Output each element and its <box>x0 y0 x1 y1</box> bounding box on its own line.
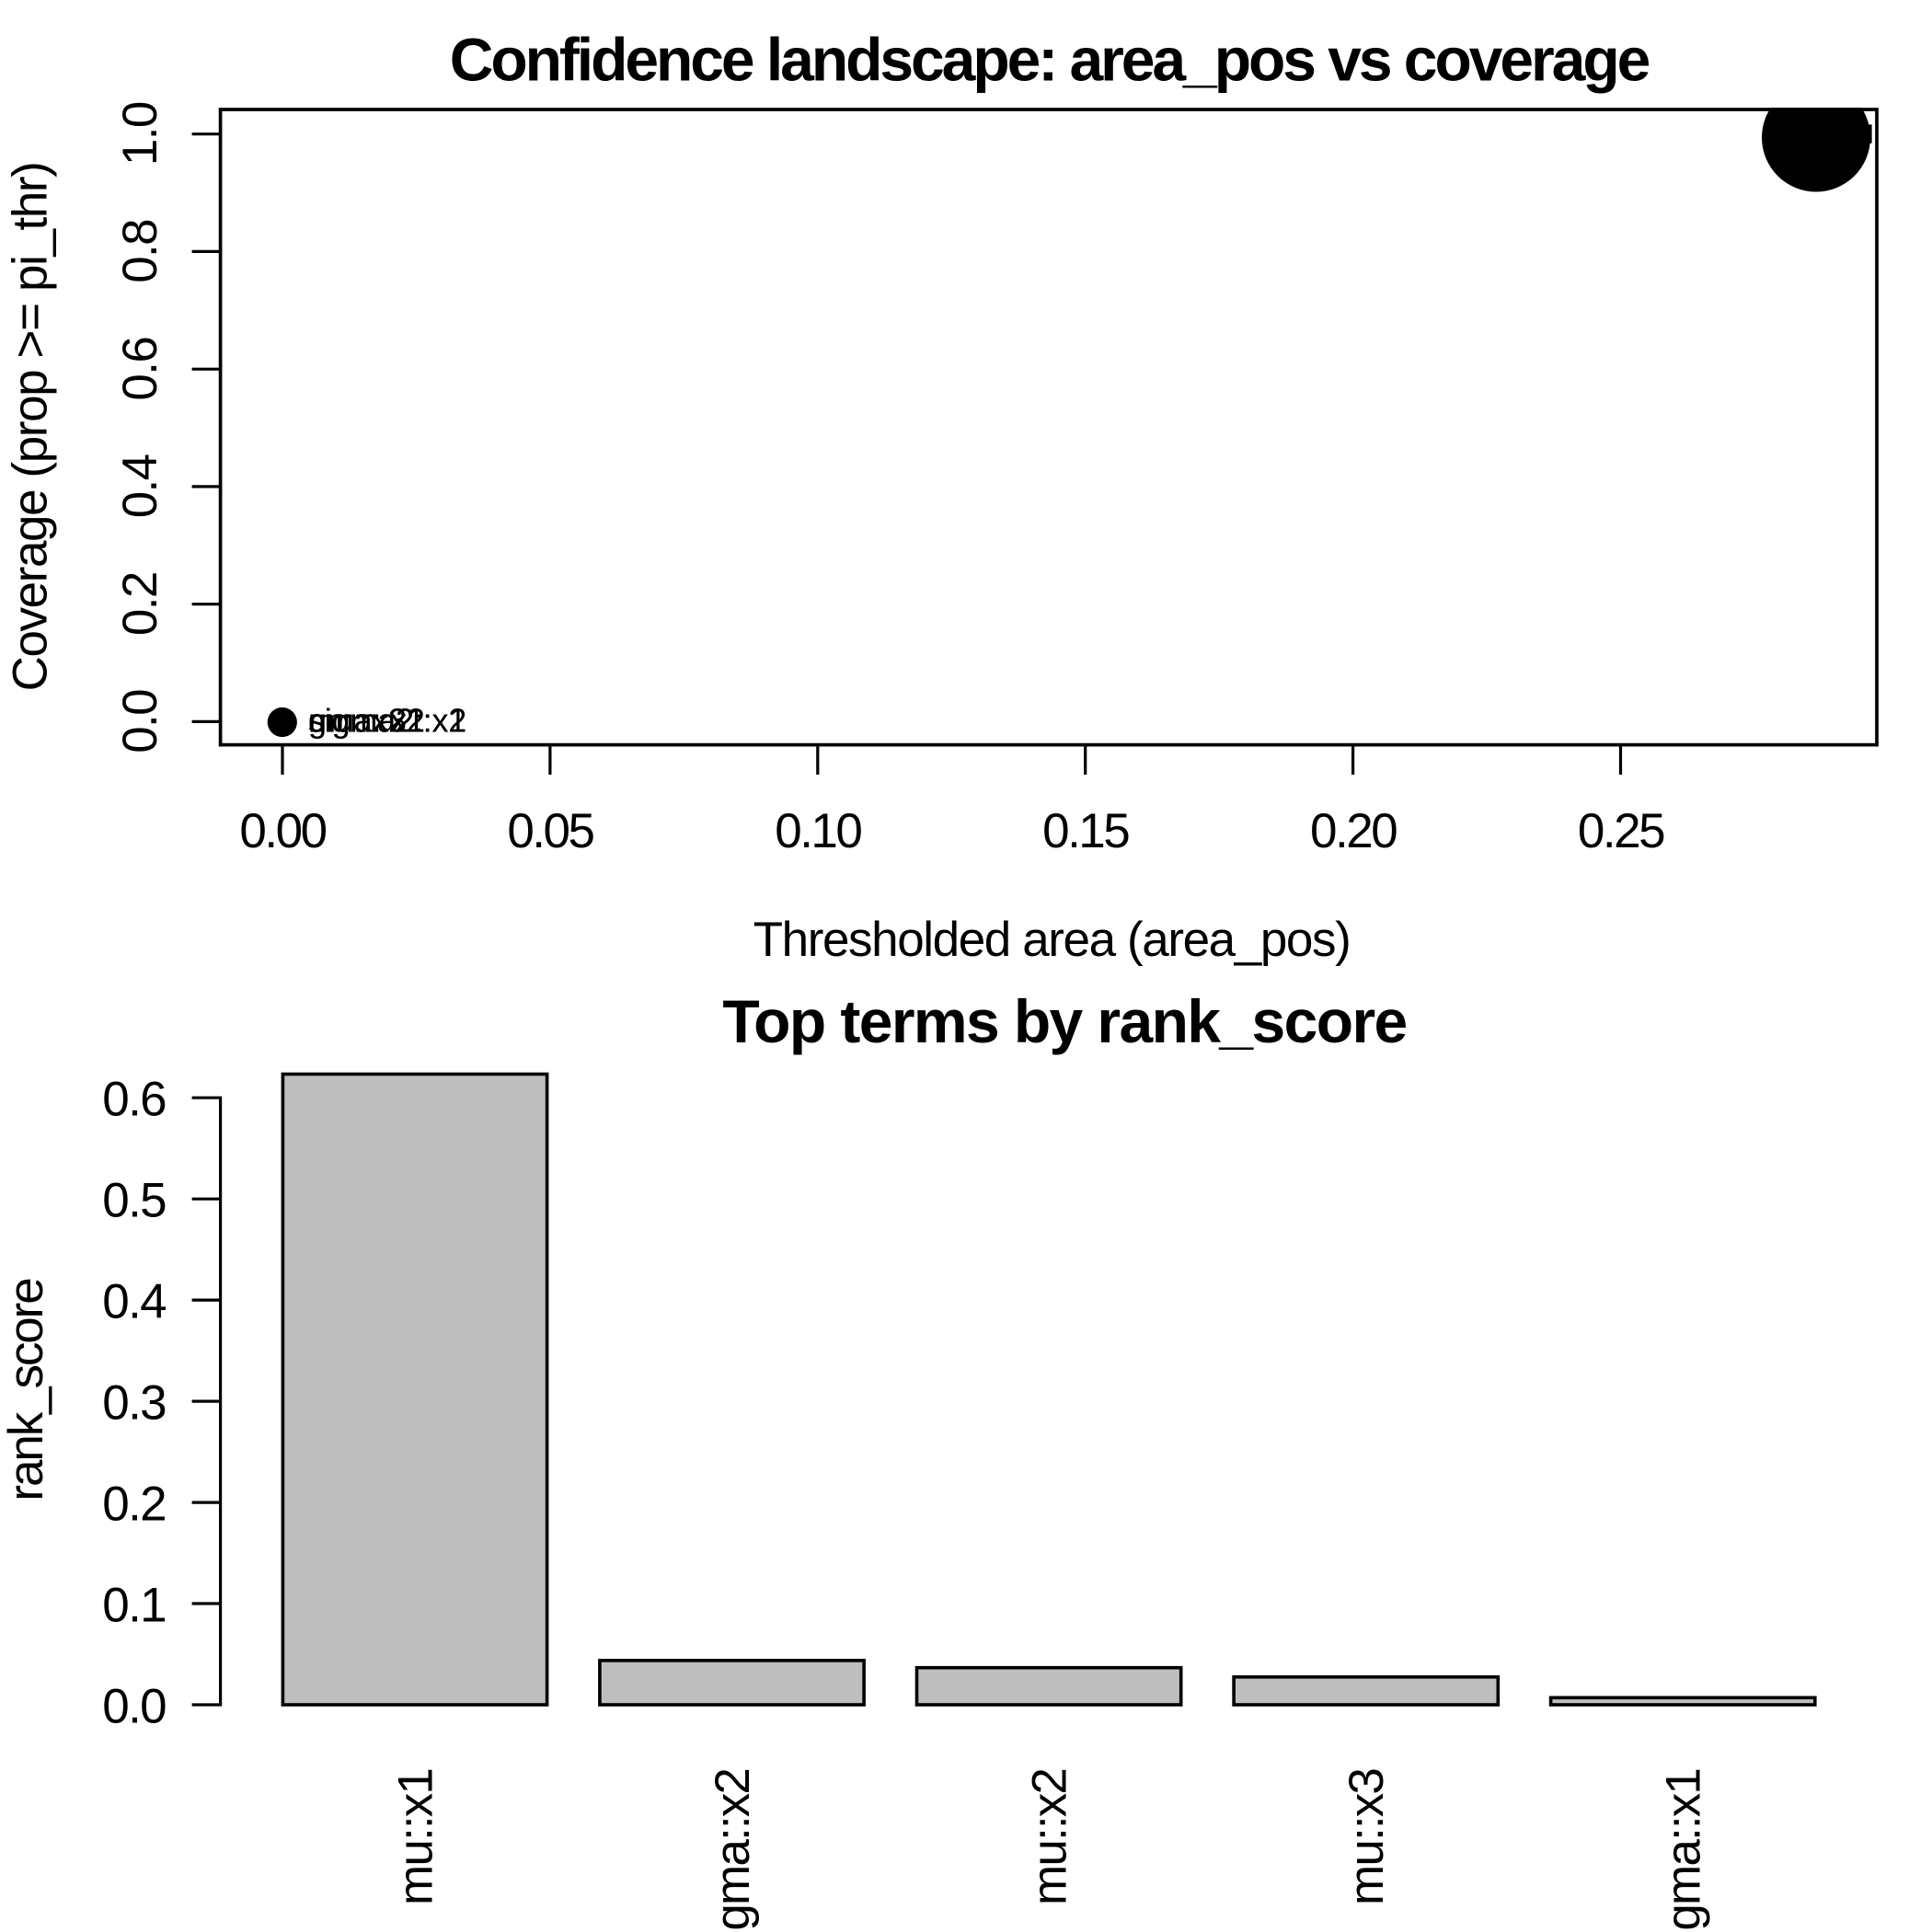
svg-text:mu::x3: mu::x3 <box>1340 1769 1394 1905</box>
svg-text:0.1: 0.1 <box>102 1579 166 1633</box>
svg-text:0.00: 0.00 <box>239 804 326 858</box>
svg-text:Thresholded area (area_pos): Thresholded area (area_pos) <box>753 913 1351 967</box>
svg-text:0.3: 0.3 <box>102 1376 166 1431</box>
svg-text:Top terms by rank_score: Top terms by rank_score <box>722 987 1406 1055</box>
svg-text:sigma2::x1: sigma2::x1 <box>308 702 466 740</box>
svg-text:gma::x2: gma::x2 <box>308 702 425 740</box>
svg-text:0.4: 0.4 <box>113 454 167 518</box>
svg-text:0.8: 0.8 <box>113 220 167 283</box>
svg-text:mu::x1: mu::x1 <box>388 1769 443 1905</box>
svg-text:0.10: 0.10 <box>775 804 861 858</box>
svg-text:0.0: 0.0 <box>113 690 167 753</box>
svg-text:mu::x3: mu::x3 <box>308 702 407 740</box>
svg-text:0.6: 0.6 <box>102 1073 166 1127</box>
svg-text:0.5: 0.5 <box>102 1174 166 1228</box>
svg-text:gma::x2: gma::x2 <box>706 1769 760 1931</box>
svg-text:mu::x2: mu::x2 <box>308 702 407 740</box>
svg-text:gma::x1: gma::x1 <box>308 702 425 740</box>
svg-text:1.0: 1.0 <box>113 102 167 166</box>
svg-text:0.4: 0.4 <box>102 1275 166 1329</box>
svg-text:Confidence landscape: area_pos: Confidence landscape: area_pos vs covera… <box>450 26 1650 94</box>
svg-text:0.25: 0.25 <box>1578 804 1664 858</box>
svg-text:Coverage (prop >= pi_thr): Coverage (prop >= pi_thr) <box>4 163 58 692</box>
svg-text:sigma2::x2: sigma2::x2 <box>308 702 466 740</box>
svg-text:gma::x1: gma::x1 <box>1657 1769 1711 1931</box>
svg-text:rank_score: rank_score <box>0 1279 53 1501</box>
svg-text:0.6: 0.6 <box>113 338 167 401</box>
svg-text:0.0: 0.0 <box>102 1680 166 1734</box>
svg-text:mu::x2: mu::x2 <box>1023 1769 1077 1905</box>
svg-text:0.2: 0.2 <box>102 1478 166 1532</box>
svg-text:0.2: 0.2 <box>113 572 167 636</box>
svg-text:0.05: 0.05 <box>507 804 593 858</box>
svg-text:0.20: 0.20 <box>1310 804 1397 858</box>
svg-text:0.15: 0.15 <box>1042 804 1129 858</box>
